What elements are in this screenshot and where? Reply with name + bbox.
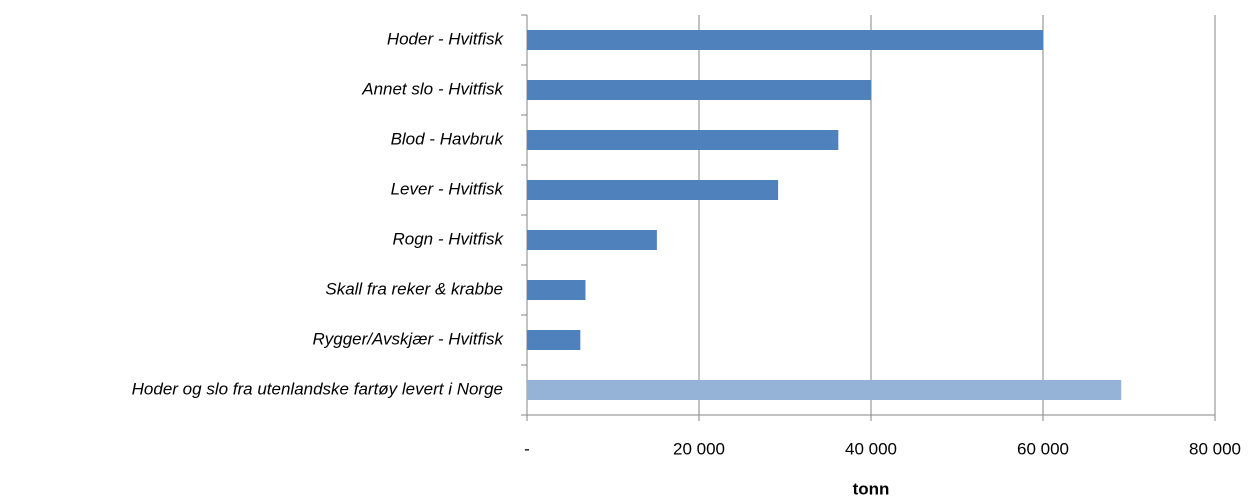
bar (527, 30, 1043, 50)
x-tick-label: 60 000 (1017, 439, 1069, 458)
y-tick-label: Rogn - Hvitfisk (392, 229, 504, 248)
y-tick-label: Annet slo - Hvitfisk (361, 79, 504, 98)
bar (527, 330, 581, 350)
x-tick-label: 20 000 (673, 439, 725, 458)
bar (527, 130, 839, 150)
y-tick-label: Hoder og slo fra utenlandske fartøy leve… (132, 379, 503, 398)
x-tick-label: 80 000 (1189, 439, 1241, 458)
bar (527, 180, 779, 200)
y-tick-label: Lever - Hvitfisk (391, 179, 505, 198)
y-tick-label: Hoder - Hvitfisk (387, 29, 505, 48)
bar (527, 80, 871, 100)
x-tick-label: 40 000 (845, 439, 897, 458)
y-tick-label: Rygger/Avskjær - Hvitfisk (313, 329, 505, 348)
x-axis-label: tonn (853, 479, 890, 497)
bar (527, 380, 1122, 400)
y-tick-label: Blod - Havbruk (391, 129, 505, 148)
bar (527, 280, 586, 300)
y-tick-label: Skall fra reker & krabbe (325, 279, 503, 298)
x-tick-label: - (524, 439, 530, 458)
bar (527, 230, 657, 250)
